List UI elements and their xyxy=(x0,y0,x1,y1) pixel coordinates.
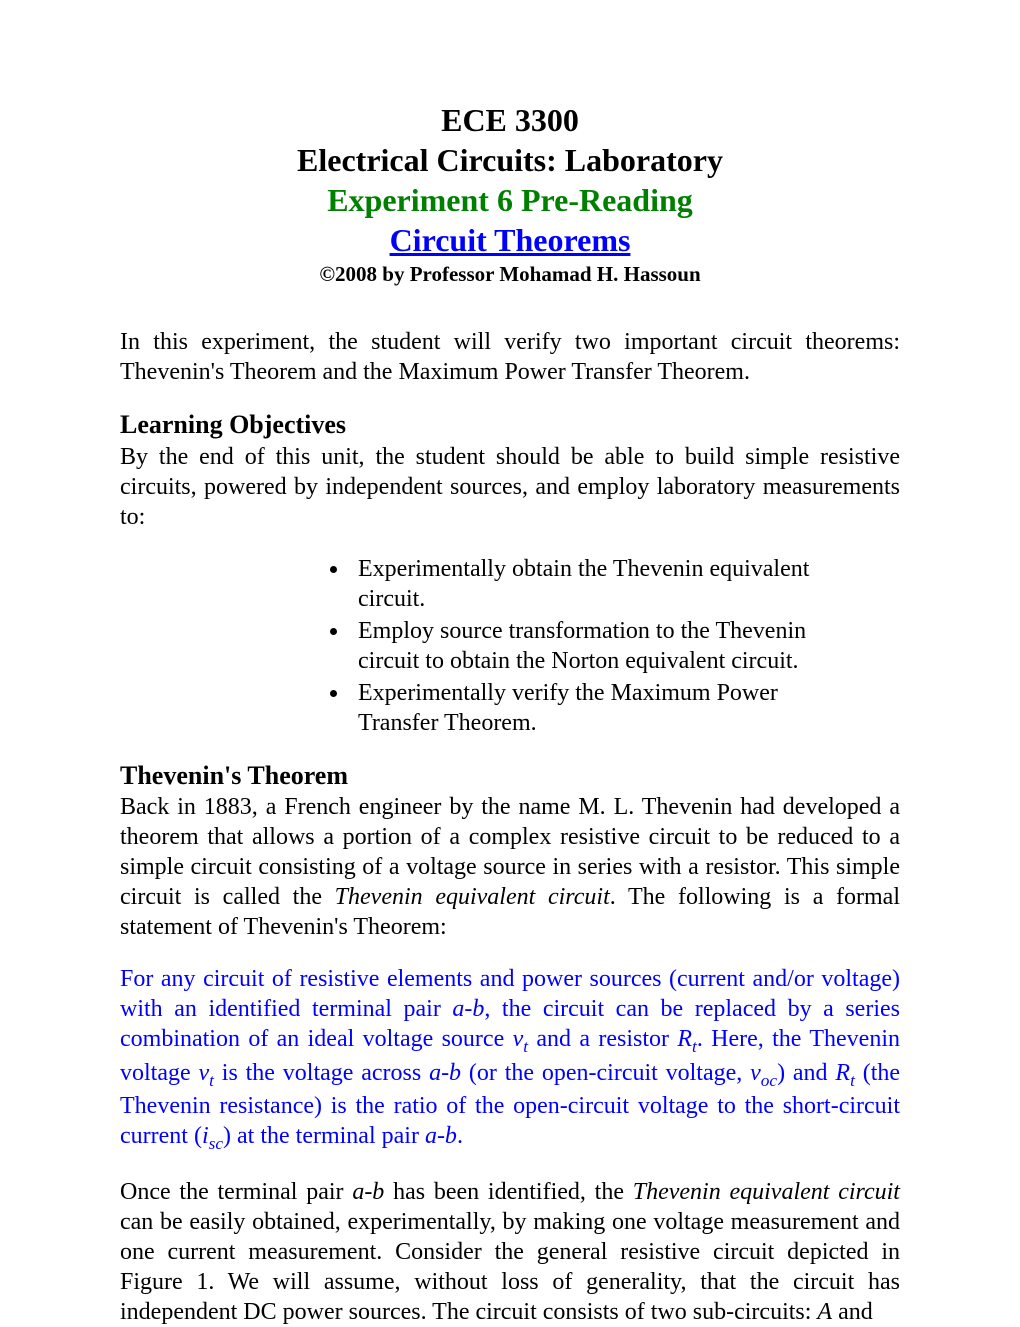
text-run: has been identified, the xyxy=(384,1179,632,1205)
text-run: ) at the terminal pair xyxy=(223,1123,425,1149)
sub-oc: oc xyxy=(761,1071,777,1090)
course-title: Electrical Circuits: Laboratory xyxy=(120,140,900,180)
objectives-list: Experimentally obtain the Thevenin equiv… xyxy=(350,554,840,738)
sub-sc: sc xyxy=(209,1134,223,1153)
post-theorem-paragraph: Once the terminal pair a-b has been iden… xyxy=(120,1177,900,1327)
thevenin-section: Thevenin's Theorem Back in 1883, a Frenc… xyxy=(120,760,900,1327)
copyright-line: ©2008 by Professor Mohamad H. Hassoun xyxy=(120,260,900,289)
text-run: ) and xyxy=(777,1060,835,1086)
var-v: v xyxy=(750,1060,761,1086)
experiment-label: Experiment 6 Pre-Reading xyxy=(120,180,900,220)
text-run: . xyxy=(457,1123,463,1149)
term-thevenin-equiv: Thevenin equivalent circuit xyxy=(335,884,610,910)
var-R: R xyxy=(835,1060,850,1086)
intro-paragraph: In this experiment, the student will ver… xyxy=(120,327,900,387)
text-run: and xyxy=(832,1299,873,1325)
thevenin-heading: Thevenin's Theorem xyxy=(120,760,900,793)
var-v: v xyxy=(513,1026,524,1052)
var-ab: a-b xyxy=(352,1179,384,1205)
var-R: R xyxy=(677,1026,692,1052)
list-item: Experimentally verify the Maximum Power … xyxy=(350,678,840,738)
theorem-statement: For any circuit of resistive elements an… xyxy=(120,964,900,1154)
text-run: is the voltage across xyxy=(214,1060,429,1086)
text-run: and a resistor xyxy=(528,1026,677,1052)
var-ab: a-b xyxy=(429,1060,461,1086)
thevenin-intro-paragraph: Back in 1883, a French engineer by the n… xyxy=(120,792,900,942)
objectives-intro: By the end of this unit, the student sho… xyxy=(120,442,900,532)
text-run: (or the open-circuit voltage, xyxy=(461,1060,750,1086)
var-A: A xyxy=(817,1299,832,1325)
var-ab: a-b xyxy=(425,1123,457,1149)
var-v: v xyxy=(198,1060,209,1086)
list-item: Experimentally obtain the Thevenin equiv… xyxy=(350,554,840,614)
topic-title: Circuit Theorems xyxy=(120,220,900,260)
learning-objectives-section: Learning Objectives By the end of this u… xyxy=(120,409,900,738)
term-thevenin-equiv: Thevenin equivalent circuit xyxy=(633,1179,900,1205)
var-ab: a-b xyxy=(452,996,484,1022)
list-item: Employ source transformation to the Thev… xyxy=(350,616,840,676)
course-code: ECE 3300 xyxy=(120,100,900,140)
document-header: ECE 3300 Electrical Circuits: Laboratory… xyxy=(120,100,900,289)
var-i: i xyxy=(202,1123,209,1149)
objectives-heading: Learning Objectives xyxy=(120,409,900,442)
text-run: Once the terminal pair xyxy=(120,1179,352,1205)
text-run: can be easily obtained, experimentally, … xyxy=(120,1209,900,1325)
